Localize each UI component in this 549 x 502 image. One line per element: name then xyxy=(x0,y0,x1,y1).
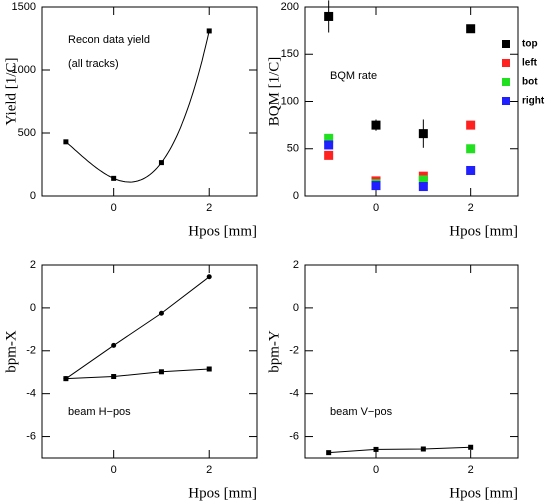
legend-label: right xyxy=(522,96,545,107)
marker xyxy=(206,366,212,372)
annotation: BQM rate xyxy=(330,70,377,82)
line xyxy=(328,446,471,454)
marker xyxy=(111,374,117,380)
legend-label: left xyxy=(522,58,538,69)
x-axis-label: Hpos [mm] xyxy=(188,485,257,501)
legend-label: bot xyxy=(522,77,538,88)
legend-label: top xyxy=(522,39,538,50)
marker xyxy=(324,140,334,150)
annotation: (all tracks) xyxy=(68,58,119,70)
legend-swatch xyxy=(502,97,510,105)
marker xyxy=(63,139,69,145)
y-axis-label: BQM [1/C] xyxy=(266,57,282,127)
marker xyxy=(468,444,474,450)
marker xyxy=(466,24,476,34)
y-tick-label: -6 xyxy=(26,430,36,442)
y-tick-label: 150 xyxy=(281,48,299,60)
marker xyxy=(324,133,334,143)
annotation: Recon data yield xyxy=(68,34,150,46)
y-tick-label: 0 xyxy=(30,302,36,314)
marker xyxy=(111,342,117,348)
marker xyxy=(158,160,164,166)
y-tick-label: 50 xyxy=(287,143,299,155)
y-tick-label: -4 xyxy=(26,388,36,400)
x-tick-label: 0 xyxy=(373,202,379,214)
x-axis-label: Hpos [mm] xyxy=(188,223,257,239)
line xyxy=(65,276,210,380)
y-tick-label: 0 xyxy=(293,302,299,314)
x-axis-label: Hpos [mm] xyxy=(449,223,518,239)
y-tick-label: 0 xyxy=(30,190,36,202)
legend-swatch xyxy=(502,78,510,86)
annotation: beam V−pos xyxy=(330,406,393,418)
line xyxy=(65,368,210,380)
plot-frame xyxy=(41,6,258,197)
x-tick-label: 2 xyxy=(468,202,474,214)
marker xyxy=(466,165,476,175)
plot-frame xyxy=(304,264,519,459)
y-tick-label: 100 xyxy=(281,95,299,107)
x-tick-label: 0 xyxy=(111,464,117,476)
marker xyxy=(371,120,381,130)
legend-swatch xyxy=(502,59,510,67)
y-axis-label: bpm-Y xyxy=(266,330,282,373)
y-tick-label: 0 xyxy=(293,190,299,202)
y-tick-label: 500 xyxy=(18,127,36,139)
marker xyxy=(158,310,164,316)
legend-swatch xyxy=(502,40,510,48)
marker xyxy=(324,11,334,21)
y-axis-label: Yield [1/C] xyxy=(3,58,19,126)
marker xyxy=(371,181,381,191)
y-tick-label: -4 xyxy=(289,388,299,400)
marker xyxy=(466,120,476,130)
marker xyxy=(324,150,334,160)
x-tick-label: 0 xyxy=(111,202,117,214)
marker xyxy=(326,450,332,456)
marker xyxy=(111,175,117,181)
plot-frame xyxy=(41,264,258,459)
x-axis-label: Hpos [mm] xyxy=(449,485,518,501)
x-tick-label: 2 xyxy=(206,464,212,476)
y-tick-label: -2 xyxy=(26,345,36,357)
x-tick-label: 0 xyxy=(373,464,379,476)
x-tick-label: 2 xyxy=(206,202,212,214)
marker xyxy=(418,175,428,185)
x-tick-label: 2 xyxy=(468,464,474,476)
marker xyxy=(418,129,428,139)
marker xyxy=(373,446,379,452)
y-tick-label: 2 xyxy=(30,259,36,271)
marker xyxy=(418,182,428,192)
marker xyxy=(420,446,426,452)
y-tick-label: -2 xyxy=(289,345,299,357)
y-tick-label: -6 xyxy=(289,430,299,442)
marker xyxy=(158,369,164,375)
y-tick-label: 200 xyxy=(281,1,299,13)
marker xyxy=(206,274,212,280)
plot-frame xyxy=(304,6,519,197)
marker xyxy=(206,28,212,34)
marker xyxy=(63,376,69,382)
fit-curve xyxy=(65,30,210,183)
y-tick-label: 1500 xyxy=(12,1,36,13)
annotation: beam H−pos xyxy=(68,406,131,418)
y-tick-label: 1000 xyxy=(12,64,36,76)
y-axis-label: bpm-X xyxy=(3,330,19,373)
y-tick-label: 2 xyxy=(293,259,299,271)
marker xyxy=(466,144,476,154)
